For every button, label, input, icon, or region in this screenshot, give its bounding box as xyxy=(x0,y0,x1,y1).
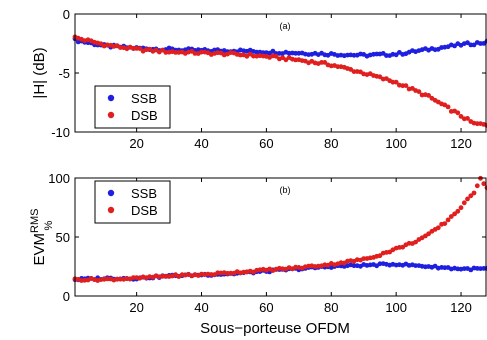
data-point-dsb xyxy=(448,214,454,219)
x-tick-label: 120 xyxy=(450,136,472,151)
legend: SSB DSB xyxy=(94,85,171,129)
data-point-dsb xyxy=(426,231,431,237)
panel-b: 20 40 60 80 100 120 0 50 100 (b) EVMRMS % Sous−porte… xyxy=(29,171,487,337)
legend-label-ssb: SSB xyxy=(131,186,157,201)
data-point-dsb xyxy=(474,183,480,189)
data-point-dsb xyxy=(481,181,487,187)
data-point-dsb xyxy=(273,53,279,59)
legend-label-ssb: SSB xyxy=(131,91,157,106)
data-point-dsb xyxy=(390,79,396,85)
y-tick-label: 100 xyxy=(48,171,70,186)
x-tick-label: 40 xyxy=(194,300,208,315)
y-tick-label: 50 xyxy=(56,230,70,245)
x-tick-label: 80 xyxy=(324,300,338,315)
data-point-dsb xyxy=(416,89,422,94)
data-point-dsb xyxy=(445,104,451,110)
x-tick-label: 120 xyxy=(450,300,472,315)
x-tick-label: 20 xyxy=(129,136,143,151)
data-point-dsb xyxy=(471,190,477,196)
series-dsb xyxy=(72,175,487,283)
data-point-dsb xyxy=(465,116,470,121)
data-point-dsb xyxy=(455,110,461,116)
y-tick-label: 0 xyxy=(63,289,70,304)
data-point-dsb xyxy=(413,239,418,245)
x-tick-label: 100 xyxy=(385,136,407,151)
data-point-dsb xyxy=(468,193,474,199)
data-point-ssb xyxy=(413,263,418,268)
x-tick-label: 20 xyxy=(129,300,143,315)
data-point-dsb xyxy=(377,253,383,259)
x-tick-label: 40 xyxy=(194,136,208,151)
panel-label: (b) xyxy=(280,185,291,195)
y-tick-label: 0 xyxy=(63,7,70,22)
legend-label-dsb: DSB xyxy=(131,203,158,218)
data-point-dsb xyxy=(137,46,143,51)
x-axis-title: Sous−porteuse OFDM xyxy=(200,320,350,337)
data-point-dsb xyxy=(465,196,470,202)
data-point-dsb xyxy=(393,79,399,85)
y-tick-label: -10 xyxy=(51,125,70,140)
x-tick-label: 60 xyxy=(259,136,273,151)
legend-marker-dsb xyxy=(107,206,115,214)
legend-box xyxy=(94,85,171,129)
data-point-dsb xyxy=(199,49,204,55)
legend-label-dsb: DSB xyxy=(131,108,158,123)
legend-marker-ssb xyxy=(107,94,115,102)
data-point-dsb xyxy=(403,83,409,88)
data-point-dsb xyxy=(445,217,451,223)
legend-box xyxy=(94,180,171,224)
data-point-ssb xyxy=(471,42,477,48)
y-axis-title: |H| (dB) xyxy=(31,47,48,98)
data-point-dsb xyxy=(461,200,467,206)
data-point-dsb xyxy=(442,221,448,227)
legend-marker-ssb xyxy=(107,189,115,197)
series-dsb xyxy=(72,34,487,128)
legend: SSB DSB xyxy=(94,180,171,224)
panel-label: (a) xyxy=(280,21,291,31)
x-tick-label: 100 xyxy=(385,300,407,315)
panel-a: 20 40 60 80 100 120 -10 -5 0 (a) |H| (dB) SSB DSB xyxy=(31,7,487,151)
y-axis-title: EVMRMS% xyxy=(29,209,55,266)
data-point-dsb xyxy=(452,211,457,217)
x-tick-label: 60 xyxy=(259,300,273,315)
data-point-dsb xyxy=(435,225,441,231)
data-point-dsb xyxy=(458,114,464,119)
legend-marker-dsb xyxy=(107,111,115,119)
y-tick-label: -5 xyxy=(58,66,70,81)
data-point-dsb xyxy=(458,205,464,211)
data-point-dsb xyxy=(426,93,431,98)
data-point-dsb xyxy=(455,208,461,214)
x-tick-label: 80 xyxy=(324,136,338,151)
